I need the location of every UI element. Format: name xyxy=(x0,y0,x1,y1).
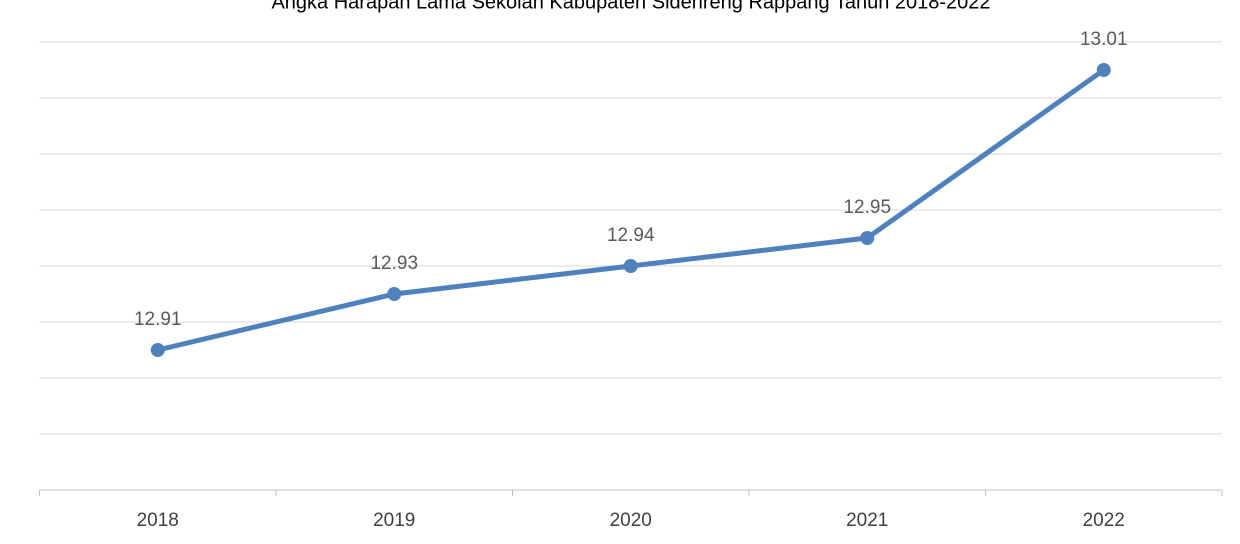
x-tick-label: 2022 xyxy=(1083,510,1125,531)
data-label: 12.94 xyxy=(607,225,655,246)
data-label: 12.91 xyxy=(134,309,182,330)
point xyxy=(860,231,875,245)
point xyxy=(623,259,638,273)
point xyxy=(1096,63,1111,77)
data-label: 12.93 xyxy=(370,253,418,274)
x-tick-label: 2019 xyxy=(373,510,415,531)
chart-title: Angka Harapan Lama Sekolah Kabupaten Sid… xyxy=(271,0,990,13)
point xyxy=(387,287,402,301)
data-label: 12.95 xyxy=(843,197,891,218)
x-tick-label: 2021 xyxy=(846,510,888,531)
point xyxy=(150,343,165,357)
x-tick-label: 2020 xyxy=(610,510,652,531)
data-label: 13.01 xyxy=(1080,29,1128,50)
x-tick-label: 2018 xyxy=(137,510,179,531)
